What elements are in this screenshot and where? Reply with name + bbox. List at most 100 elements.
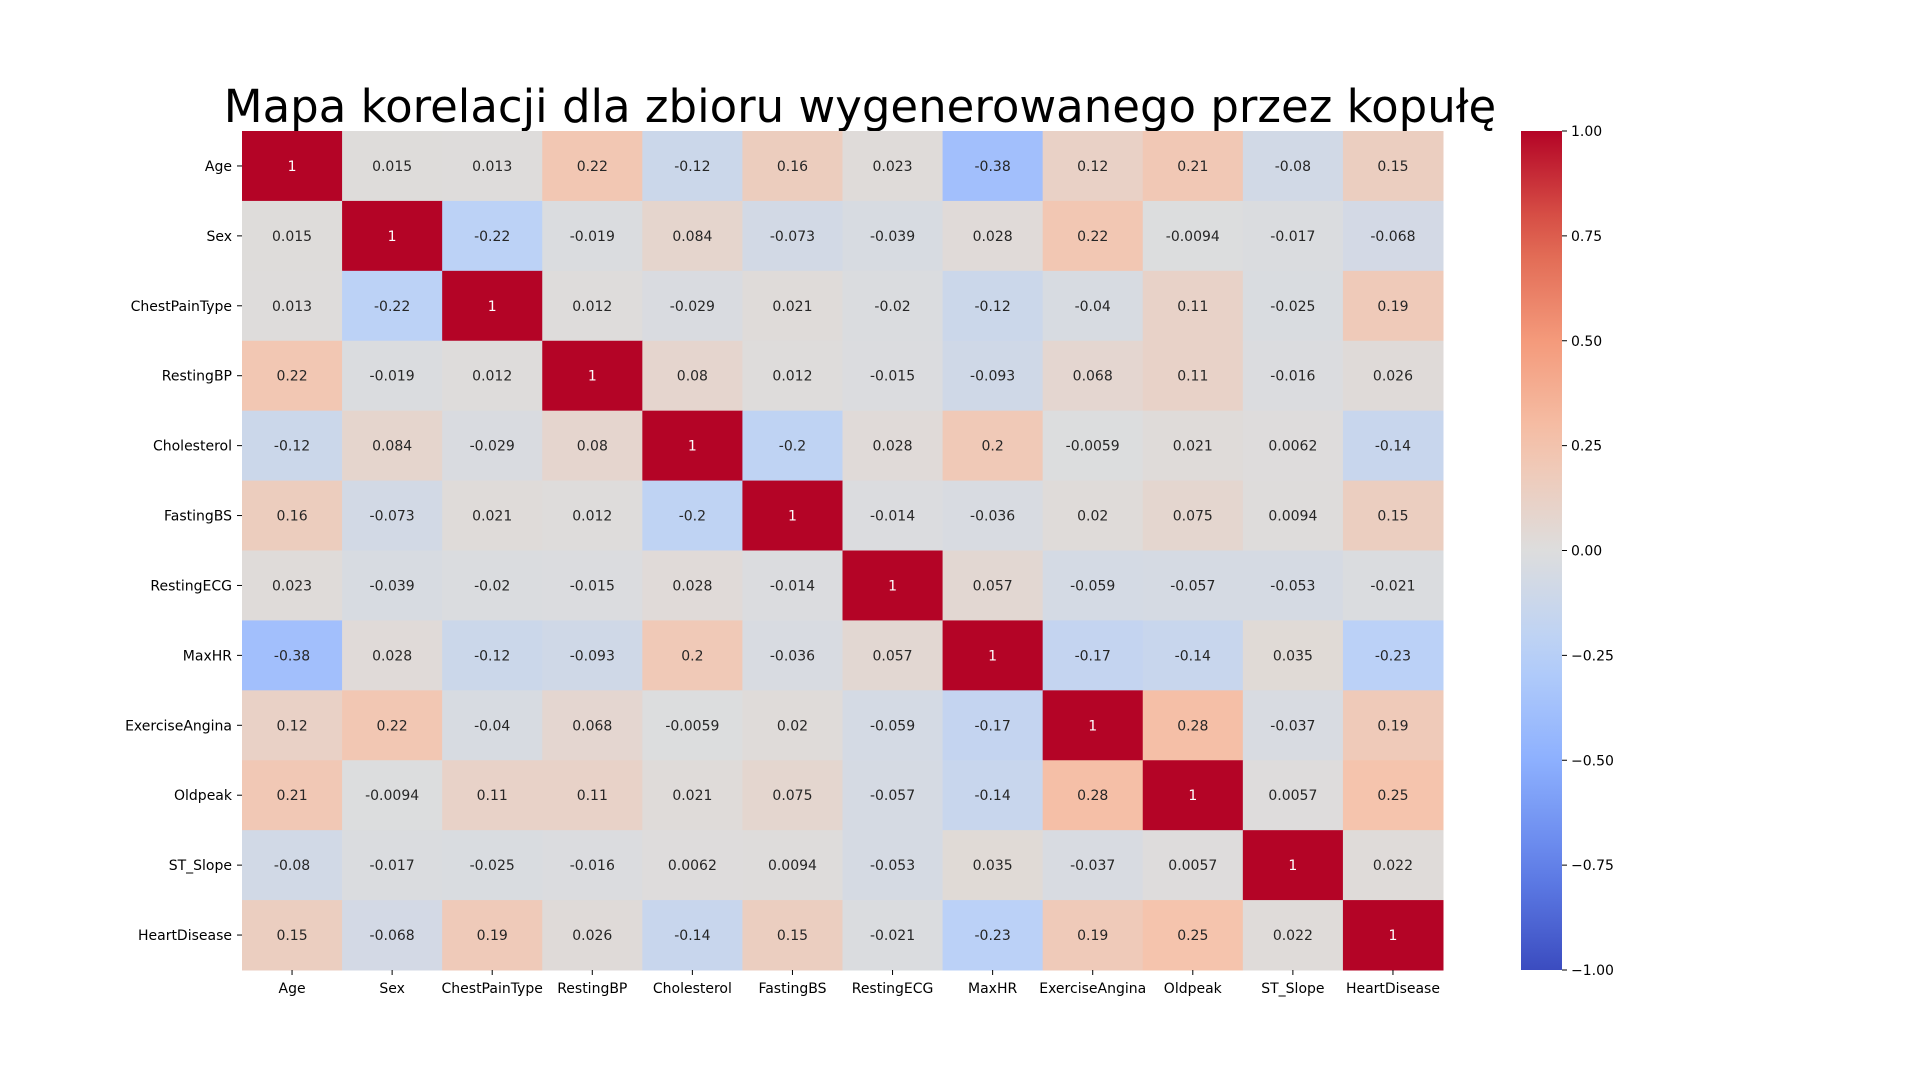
- heatmap-cell-label: -0.14: [1175, 648, 1211, 664]
- heatmap-cell-label: -0.036: [770, 648, 815, 664]
- heatmap-cell-label: 0.021: [472, 509, 512, 525]
- heatmap-cell: [1042, 270, 1144, 342]
- heatmap-cell: [342, 900, 443, 971]
- heatmap-cell: [1242, 340, 1344, 412]
- heatmap-cell: [942, 340, 1044, 412]
- heatmap-cell: [942, 131, 1044, 202]
- heatmap-cell-label: 0.057: [973, 578, 1013, 594]
- heatmap-cell: [1242, 830, 1344, 901]
- x-tick-label: HeartDisease: [1346, 981, 1440, 997]
- heatmap-cell-label: 0.012: [472, 369, 512, 385]
- heatmap-cell: [1142, 270, 1244, 342]
- heatmap-cell: [842, 410, 944, 482]
- heatmap-cell-label: 0.075: [1173, 509, 1213, 525]
- heatmap-cell: [1242, 690, 1344, 761]
- heatmap-cell-label: -0.08: [1275, 159, 1311, 175]
- heatmap-cell: [542, 200, 643, 272]
- y-tick-label: ST_Slope: [169, 858, 232, 874]
- y-tick-label: MaxHR: [183, 648, 232, 664]
- heatmap-cell-label: 0.0057: [1268, 788, 1317, 804]
- x-tick-label: Oldpeak: [1164, 981, 1223, 997]
- heatmap-cell-label: -0.22: [374, 299, 410, 315]
- heatmap-cell-label: -0.029: [470, 439, 515, 455]
- heatmap-cell: [442, 690, 543, 761]
- heatmap-cell: [342, 480, 443, 551]
- heatmap-cell: [1342, 270, 1444, 342]
- heatmap-cell: [742, 410, 843, 482]
- heatmap-cell: [942, 620, 1044, 691]
- x-tick-label: Age: [279, 981, 306, 997]
- heatmap-cell: [842, 200, 944, 272]
- heatmap-cell: [742, 620, 843, 691]
- heatmap-cell-label: -0.073: [370, 509, 415, 525]
- heatmap-cell: [942, 480, 1044, 551]
- heatmap-cell: [642, 270, 743, 342]
- heatmap-cell: [1242, 480, 1344, 551]
- heatmap-cell: [642, 480, 743, 551]
- heatmap-cell: [1242, 200, 1344, 272]
- heatmap-cell-label: 0.035: [973, 858, 1013, 874]
- heatmap-cell-label: 0.022: [1273, 928, 1313, 944]
- heatmap-cell-label: -0.12: [975, 299, 1011, 315]
- heatmap-cell: [842, 690, 944, 761]
- heatmap-cell-label: -0.17: [1075, 648, 1111, 664]
- heatmap-cell-label: -0.093: [570, 648, 615, 664]
- heatmap-cell-label: -0.015: [870, 369, 915, 385]
- heatmap-cell: [1042, 340, 1144, 412]
- heatmap-cell: [1142, 760, 1244, 831]
- heatmap-cell-label: -0.14: [1375, 439, 1411, 455]
- heatmap-cell-label: 0.028: [672, 578, 712, 594]
- heatmap-cell-label: 0.22: [1077, 229, 1108, 245]
- heatmap-cell: [642, 410, 743, 482]
- heatmap-cell-label: 0.068: [572, 718, 612, 734]
- heatmap-cell-label: 0.012: [572, 299, 612, 315]
- heatmap-cell-label: -0.04: [474, 718, 510, 734]
- heatmap-cell-label: -0.14: [674, 928, 710, 944]
- heatmap-cell: [242, 830, 343, 901]
- heatmap-cell-label: 0.28: [1077, 788, 1108, 804]
- heatmap-cell: [242, 131, 343, 202]
- heatmap-cell-label: -0.068: [370, 928, 415, 944]
- heatmap-cell: [1242, 550, 1344, 621]
- heatmap-cell-label: 1: [788, 509, 797, 525]
- heatmap-cell: [842, 270, 944, 342]
- heatmap-cell: [442, 131, 543, 202]
- heatmap-cell-label: -0.039: [870, 229, 915, 245]
- heatmap-cell: [442, 410, 543, 482]
- heatmap-cell: [1042, 200, 1144, 272]
- y-tick-label: Cholesterol: [153, 439, 232, 455]
- x-tick-label: RestingBP: [557, 981, 627, 997]
- heatmap-cell: [542, 620, 643, 691]
- heatmap-cell: [542, 340, 643, 412]
- heatmap-cell: [1042, 550, 1144, 621]
- heatmap-cell: [942, 200, 1044, 272]
- heatmap-cell: [1342, 620, 1444, 691]
- heatmap-cell: [542, 690, 643, 761]
- colorbar-tick-label: −0.75: [1571, 858, 1614, 874]
- heatmap-cell: [242, 760, 343, 831]
- heatmap-cell-label: -0.02: [474, 578, 510, 594]
- heatmap-cell-label: -0.017: [1270, 229, 1315, 245]
- heatmap-cell: [1142, 480, 1244, 551]
- heatmap-cell-label: 0.15: [276, 928, 307, 944]
- heatmap-cell: [742, 200, 843, 272]
- heatmap-cell: [442, 550, 543, 621]
- heatmap-cell: [1342, 550, 1444, 621]
- heatmap-cell-label: -0.23: [975, 928, 1011, 944]
- colorbar-tick-label: −1.00: [1571, 963, 1614, 979]
- heatmap-cell-label: 0.25: [1177, 928, 1208, 944]
- heatmap-cell-label: -0.019: [570, 229, 615, 245]
- heatmap-cell: [642, 620, 743, 691]
- y-tick-label: Oldpeak: [174, 788, 233, 804]
- heatmap-cell: [842, 480, 944, 551]
- colorbar-gradient: [1521, 131, 1562, 970]
- heatmap-cell-label: 0.013: [472, 159, 512, 175]
- heatmap-cell: [542, 270, 643, 342]
- heatmap-cell-label: 0.021: [672, 788, 712, 804]
- x-axis: Age Sex ChestPainType RestingBP Cholesterol F…: [279, 970, 1440, 997]
- colorbar-tick-label: −0.50: [1571, 753, 1614, 769]
- heatmap-cell-label: -0.04: [1075, 299, 1111, 315]
- heatmap-cell-label: 0.2: [981, 439, 1003, 455]
- heatmap-cell: [1042, 410, 1144, 482]
- heatmap-cell: [542, 900, 643, 971]
